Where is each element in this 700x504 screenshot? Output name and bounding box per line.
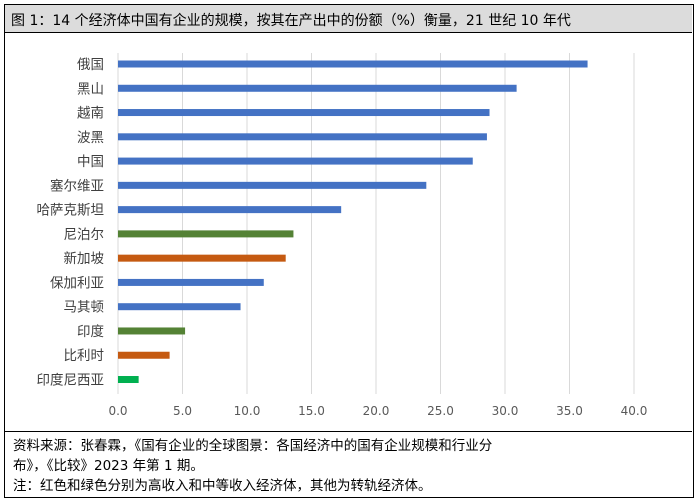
x-tick-label: 35.0 — [556, 404, 583, 418]
figure-title: 图 1：14 个经济体中国有企业的规模，按其在产出中的份额（%）衡量，21 世纪… — [5, 5, 692, 33]
footnote: 注：红色和绿色分别为高收入和中等收入经济体，其他为转轨经济体。 — [13, 478, 432, 494]
bar — [118, 376, 139, 384]
source-line-1: 资料来源：张春霖，《国有企业的全球图景：各国经济中的国有企业规模和行业分 — [13, 438, 493, 454]
figure-frame: 图 1：14 个经济体中国有企业的规模，按其在产出中的份额（%）衡量，21 世纪… — [4, 4, 694, 498]
notes-section: 资料来源：张春霖，《国有企业的全球图景：各国经济中的国有企业规模和行业分 布》，… — [5, 431, 692, 497]
category-label: 中国 — [77, 154, 104, 170]
chart-area: 0.0 5.0 10.0 15.0 20.0 25.0 30.0 35.0 40.0 俄国黑山越南… — [5, 33, 692, 431]
bar — [118, 254, 286, 262]
x-tick-label: 40.0 — [621, 404, 648, 418]
bar — [118, 206, 342, 214]
bar — [118, 278, 264, 286]
x-tick-label: 30.0 — [492, 404, 519, 418]
category-label: 塞尔维亚 — [50, 177, 104, 194]
bar — [118, 60, 588, 68]
bar — [118, 84, 517, 92]
bar — [118, 157, 473, 165]
category-label: 印度尼西亚 — [37, 373, 105, 389]
category-label: 尼泊尔 — [64, 227, 105, 243]
category-label: 印度 — [77, 324, 104, 340]
x-tick-label: 10.0 — [234, 404, 261, 418]
bar — [118, 181, 427, 189]
bar — [118, 303, 241, 311]
category-label: 保加利亚 — [50, 275, 104, 291]
bar — [118, 109, 490, 117]
category-label: 俄国 — [77, 57, 104, 73]
bar — [118, 133, 487, 141]
bar-chart: 0.0 5.0 10.0 15.0 20.0 25.0 30.0 35.0 40.0 俄国黑山越南… — [37, 53, 648, 418]
x-tick-label: 0.0 — [108, 404, 127, 418]
category-label: 黑山 — [77, 81, 104, 97]
category-label: 新加坡 — [64, 251, 105, 267]
x-tick-label: 20.0 — [363, 404, 390, 418]
source-line-2: 布》，《比较》2023 年第 1 期。 — [13, 458, 204, 474]
x-tick-label: 5.0 — [173, 404, 192, 418]
bar — [118, 230, 294, 238]
category-label: 马其顿 — [64, 300, 105, 316]
category-label: 越南 — [77, 106, 104, 122]
category-label: 波黑 — [77, 130, 104, 146]
category-label: 比利时 — [64, 348, 105, 364]
bar — [118, 351, 170, 359]
x-tick-label: 25.0 — [427, 404, 454, 418]
bar — [118, 327, 186, 335]
x-tick-label: 15.0 — [298, 404, 325, 418]
category-label: 哈萨克斯坦 — [37, 203, 105, 219]
